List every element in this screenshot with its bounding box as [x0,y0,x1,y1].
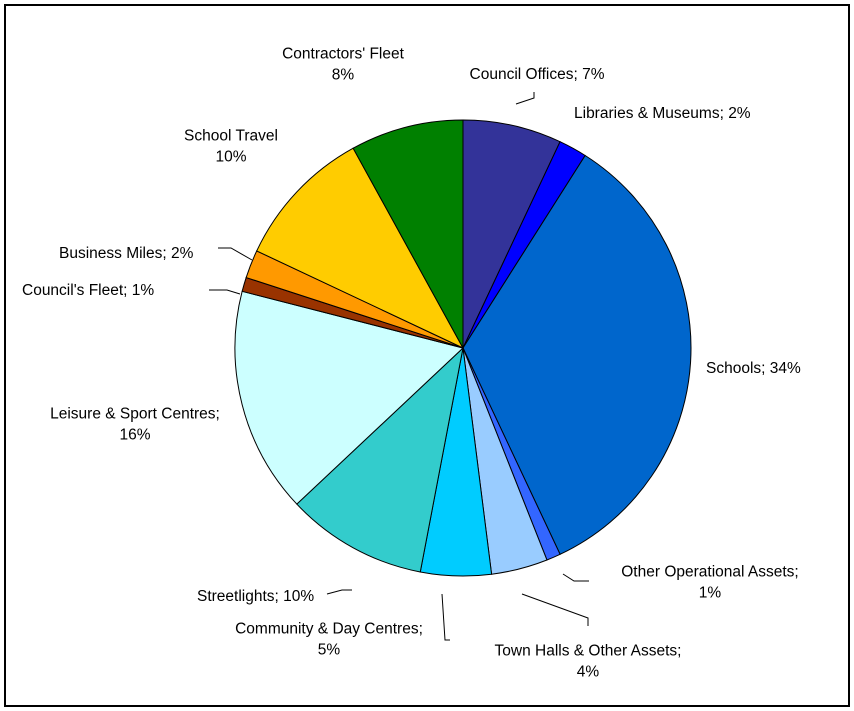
slice-leisure-and-sport-centres [234,290,465,505]
leader-community-and-day-centres [441,593,450,641]
label-schools: Schools; 34% [706,360,801,377]
label-council-offices: Council Offices; 7% [470,66,605,83]
slice-streetlights [296,346,464,573]
label-libraries-and-museums: Libraries & Museums; 2% [574,105,751,122]
chart-frame: Council Offices; 7% Libraries & Museums; … [4,4,850,707]
leader-council-s-fleet [209,289,241,295]
label-town-halls-and-other-assets: Town Halls & Other Assets; 4% [495,643,682,681]
slice-schools [462,154,692,555]
leader-other-operational-assets [562,573,589,582]
label-business-miles: Business Miles; 2% [59,245,194,262]
pie-slices [234,119,692,577]
leader-council-offices [515,92,535,105]
label-streetlights: Streetlights; 10% [197,588,314,605]
leader-town-halls-and-other-assets [521,593,589,626]
label-school-travel: School Travel 10% [184,128,278,166]
label-council-s-fleet: Council's Fleet; 1% [22,282,154,299]
slice-school-travel [256,147,465,350]
slice-contractors-fleet [352,119,464,349]
label-leisure-and-sport-centres: Leisure & Sport Centres; 16% [50,406,220,444]
leader-lines [209,92,589,641]
leader-business-miles [218,247,253,261]
leader-streetlights [326,589,352,595]
slice-labels: Council Offices; 7% Libraries & Museums; … [22,46,801,681]
label-other-operational-assets: Other Operational Assets; 1% [621,564,798,602]
label-contractors-fleet: Contractors' Fleet 8% [282,46,405,84]
pie-chart: Council Offices; 7% Libraries & Museums; … [22,46,801,681]
label-community-and-day-centres: Community & Day Centres; 5% [235,621,423,659]
